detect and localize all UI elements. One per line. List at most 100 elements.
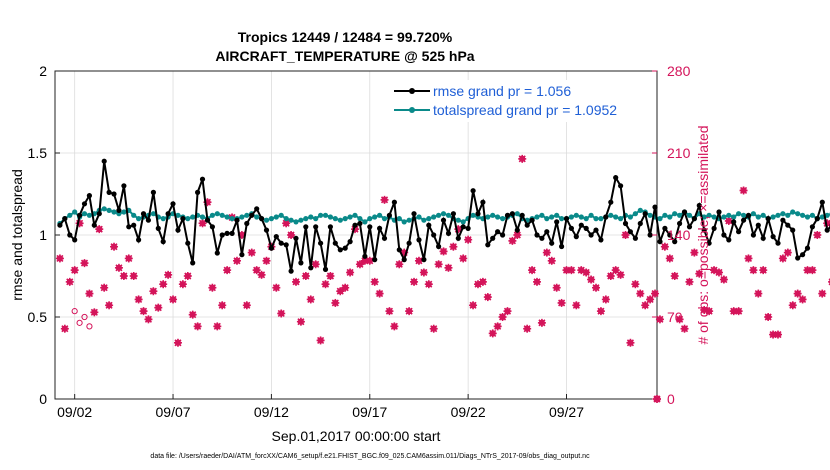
totalspread-point bbox=[460, 219, 466, 225]
obs-assimilated-marker bbox=[518, 154, 527, 163]
x-axis-label: Sep.01,2017 00:00:00 start bbox=[272, 428, 441, 444]
totalspread-point bbox=[263, 217, 270, 223]
obs-assimilated-marker bbox=[223, 266, 232, 275]
totalspread-point bbox=[544, 216, 550, 222]
totalspread-point bbox=[445, 212, 452, 218]
totalspread-point bbox=[322, 212, 329, 218]
totalspread-point bbox=[485, 214, 491, 220]
obs-assimilated-marker bbox=[813, 231, 822, 239]
totalspread-point bbox=[573, 212, 579, 218]
rmse-point bbox=[736, 229, 742, 235]
totalspread-point bbox=[554, 212, 560, 218]
obs-assimilated-marker bbox=[808, 266, 817, 275]
x-tick-label: 09/02 bbox=[57, 404, 92, 420]
legend-spread-label: totalspread grand pr = 1.0952 bbox=[433, 102, 617, 118]
obs-assimilated-marker bbox=[119, 272, 128, 280]
obs-assimilated-marker bbox=[601, 295, 610, 304]
rmse-point bbox=[199, 176, 206, 182]
rmse-point bbox=[440, 217, 447, 223]
obs-assimilated-marker bbox=[95, 225, 104, 234]
obs-assimilated-marker bbox=[208, 283, 217, 292]
rmse-point bbox=[475, 211, 481, 217]
obs-assimilated-marker bbox=[680, 324, 689, 333]
totalspread-point bbox=[337, 217, 343, 223]
obs-assimilated-marker bbox=[346, 268, 355, 277]
totalspread-point bbox=[367, 216, 373, 222]
obs-assimilated-marker bbox=[326, 272, 335, 280]
totalspread-point bbox=[136, 216, 142, 222]
totalspread-point bbox=[559, 216, 565, 222]
rmse-point bbox=[760, 235, 766, 241]
obs-assimilated-marker bbox=[778, 254, 787, 263]
obs-assimilated-marker bbox=[523, 324, 532, 333]
totalspread-point bbox=[750, 211, 757, 217]
totalspread-point bbox=[421, 217, 427, 223]
series-lines bbox=[57, 158, 830, 274]
totalspread-point bbox=[593, 216, 599, 222]
obs-assimilated-marker bbox=[739, 186, 748, 195]
totalspread-point bbox=[618, 216, 624, 222]
legend-rmse-label: rmse grand pr = 1.056 bbox=[433, 83, 571, 99]
obs-possible-marker bbox=[86, 323, 93, 330]
y-axis-label: rmse and totalspread bbox=[9, 169, 25, 301]
obs-assimilated-marker bbox=[370, 277, 379, 286]
obs-assimilated-marker bbox=[105, 301, 114, 310]
obs-possible-marker bbox=[76, 319, 83, 326]
obs-assimilated-marker bbox=[218, 301, 227, 310]
rmse-point bbox=[81, 201, 88, 207]
totalspread-point bbox=[224, 214, 230, 220]
totalspread-point bbox=[470, 212, 476, 218]
rmse-point bbox=[136, 237, 142, 243]
totalspread-point bbox=[160, 216, 166, 222]
rmse-point bbox=[460, 224, 466, 230]
obs-assimilated-marker bbox=[636, 289, 645, 298]
obs-assimilated-marker bbox=[793, 289, 802, 298]
totalspread-point bbox=[790, 209, 796, 215]
obs-assimilated-marker bbox=[695, 269, 704, 278]
rmse-point bbox=[691, 216, 698, 222]
obs-assimilated-marker bbox=[232, 256, 241, 265]
totalspread-point bbox=[313, 216, 319, 222]
obs-assimilated-marker bbox=[149, 287, 158, 296]
totalspread-point bbox=[72, 209, 78, 215]
totalspread-point bbox=[219, 212, 225, 218]
rmse-point bbox=[539, 235, 545, 241]
totalspread-point bbox=[500, 216, 506, 222]
totalspread-point bbox=[288, 217, 294, 223]
obs-assimilated-marker bbox=[311, 260, 320, 269]
rmse-point bbox=[337, 247, 343, 253]
totalspread-point bbox=[303, 216, 309, 222]
rmse-point bbox=[711, 225, 717, 231]
obs-assimilated-marker bbox=[532, 277, 541, 286]
rmse-point bbox=[731, 219, 737, 225]
rmse-point bbox=[500, 232, 506, 238]
totalspread-point bbox=[244, 212, 250, 218]
totalspread-point bbox=[190, 214, 196, 220]
obs-assimilated-marker bbox=[675, 315, 684, 324]
obs-assimilated-marker bbox=[788, 301, 797, 310]
totalspread-point bbox=[706, 212, 712, 218]
totalspread-point bbox=[209, 212, 215, 218]
rmse-point bbox=[716, 209, 722, 215]
obs-assimilated-marker bbox=[537, 318, 546, 327]
rmse-point bbox=[209, 224, 215, 230]
obs-assimilated-marker bbox=[429, 324, 438, 333]
rmse-point bbox=[726, 237, 732, 243]
totalspread-point bbox=[824, 212, 830, 218]
totalspread-point bbox=[495, 214, 501, 220]
obs-assimilated-marker bbox=[114, 263, 123, 272]
y-tick-label: 1.5 bbox=[28, 145, 48, 161]
obs-assimilated-marker bbox=[744, 254, 753, 263]
totalspread-point bbox=[377, 212, 383, 218]
totalspread-point bbox=[327, 214, 333, 220]
obs-assimilated-marker bbox=[80, 259, 89, 268]
obs-assimilated-marker bbox=[419, 268, 428, 277]
obs-assimilated-marker bbox=[459, 254, 468, 263]
obs-assimilated-marker bbox=[385, 307, 394, 316]
obs-assimilated-marker bbox=[444, 263, 453, 272]
obs-assimilated-marker bbox=[321, 280, 330, 289]
obs-assimilated-marker bbox=[355, 260, 364, 269]
rmse-point bbox=[504, 212, 511, 218]
totalspread-point bbox=[308, 214, 314, 220]
x-tick-label: 09/12 bbox=[254, 404, 289, 420]
